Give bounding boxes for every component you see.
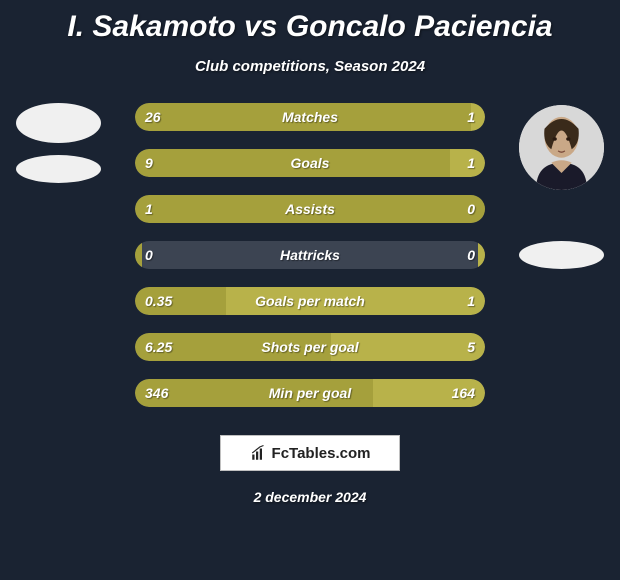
- stat-row: 0.351Goals per match: [135, 287, 485, 315]
- page-title: I. Sakamoto vs Goncalo Paciencia: [0, 0, 620, 44]
- chart-icon: [250, 444, 268, 462]
- stat-row: 261Matches: [135, 103, 485, 131]
- footer-date: 2 december 2024: [0, 489, 620, 505]
- stat-label: Assists: [135, 201, 485, 217]
- stat-label: Shots per goal: [135, 339, 485, 355]
- player-right-avatar: [519, 105, 604, 190]
- footer-logo[interactable]: FcTables.com: [220, 435, 400, 471]
- stat-row: 10Assists: [135, 195, 485, 223]
- player-left-badge-2: [16, 155, 101, 183]
- stat-label: Matches: [135, 109, 485, 125]
- footer-logo-text: FcTables.com: [272, 445, 371, 462]
- comparison-content: 261Matches 91Goals 10Assists 00Hattricks 0.3…: [0, 103, 620, 407]
- stat-label: Min per goal: [135, 385, 485, 401]
- page-subtitle: Club competitions, Season 2024: [0, 58, 620, 75]
- stat-row: 91Goals: [135, 149, 485, 177]
- stat-label: Hattricks: [135, 247, 485, 263]
- player-left-badge-1: [16, 103, 101, 143]
- stats-bars: 261Matches 91Goals 10Assists 00Hattricks 0.3…: [135, 103, 485, 407]
- stat-label: Goals: [135, 155, 485, 171]
- stat-label: Goals per match: [135, 293, 485, 309]
- stat-row: 6.255Shots per goal: [135, 333, 485, 361]
- player-right-badge: [519, 241, 604, 269]
- stat-row: 00Hattricks: [135, 241, 485, 269]
- stat-row: 346164Min per goal: [135, 379, 485, 407]
